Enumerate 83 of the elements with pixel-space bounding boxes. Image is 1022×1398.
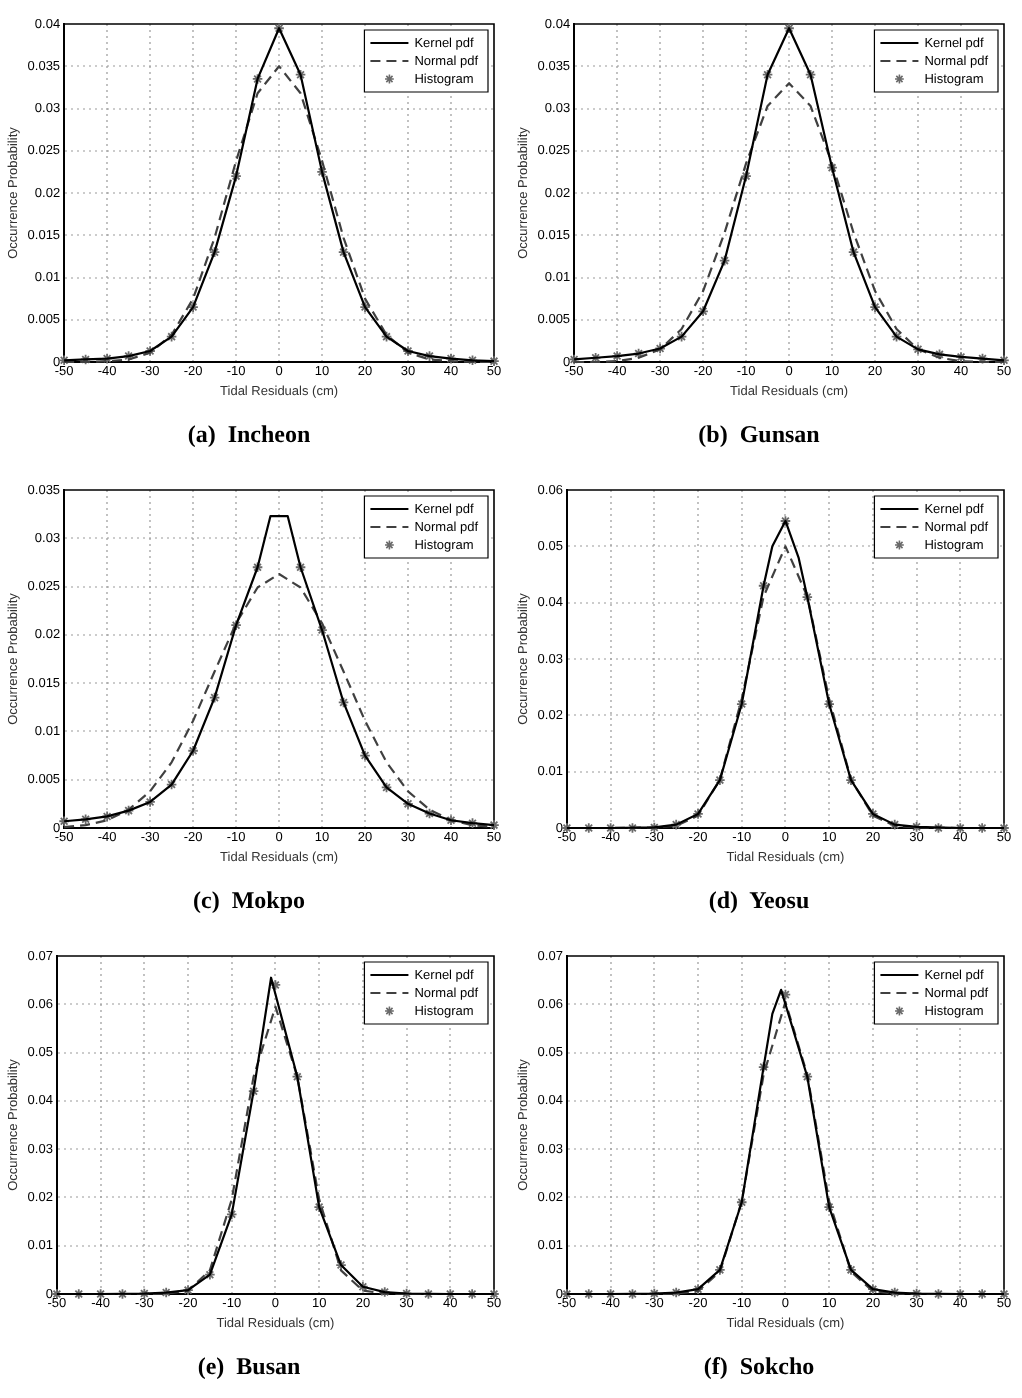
- point: [122, 350, 135, 362]
- point: [889, 818, 901, 831]
- point: [692, 1283, 704, 1295]
- point: [867, 1283, 879, 1295]
- point: [359, 301, 371, 313]
- point: [402, 345, 414, 357]
- text: (b) Gunsan: [698, 419, 821, 448]
- point: [247, 1085, 260, 1097]
- point: [335, 1259, 347, 1271]
- point: [316, 166, 328, 178]
- point: [976, 352, 989, 365]
- point: [847, 246, 860, 258]
- point: [251, 561, 264, 573]
- point: [611, 350, 623, 362]
- point: [804, 69, 817, 81]
- point: [294, 561, 307, 573]
- text: (a) Incheon: [187, 419, 311, 448]
- point: [122, 804, 135, 817]
- point: [845, 1264, 857, 1276]
- point: [697, 305, 709, 317]
- point: [757, 1061, 770, 1073]
- point: [867, 808, 879, 820]
- point: [714, 1264, 726, 1276]
- point: [251, 73, 264, 85]
- point: [423, 350, 436, 362]
- point: [801, 1071, 814, 1083]
- point: [955, 351, 967, 363]
- text: (e) Busan: [197, 1351, 301, 1380]
- point: [291, 1071, 304, 1083]
- point: [165, 330, 178, 343]
- point: [632, 347, 645, 360]
- text: (d) Yeosu: [708, 885, 810, 914]
- point: [402, 798, 414, 810]
- point: [801, 591, 814, 603]
- point: [488, 819, 500, 831]
- point: [740, 170, 752, 182]
- point: [445, 352, 457, 365]
- point: [58, 815, 70, 827]
- point: [761, 69, 774, 81]
- text: (c) Mokpo: [193, 885, 305, 914]
- point: [380, 781, 393, 794]
- point: [869, 301, 881, 313]
- point: [736, 698, 748, 710]
- point: [445, 814, 457, 826]
- text: (f) Sokcho: [703, 1351, 815, 1380]
- point: [165, 778, 178, 791]
- point: [226, 1208, 238, 1221]
- point: [359, 749, 371, 762]
- point: [714, 774, 726, 786]
- point: [316, 624, 328, 636]
- point: [187, 745, 199, 757]
- point: [670, 818, 682, 831]
- point: [423, 807, 436, 820]
- point: [675, 330, 688, 343]
- point: [337, 246, 350, 258]
- point: [845, 774, 857, 786]
- point: [230, 619, 242, 631]
- point: [779, 515, 792, 527]
- point: [654, 342, 666, 355]
- point: [357, 1281, 369, 1293]
- point: [692, 808, 704, 820]
- point: [380, 330, 393, 343]
- point: [912, 343, 924, 356]
- point: [101, 810, 113, 823]
- point: [736, 1196, 748, 1208]
- point: [783, 22, 795, 34]
- point: [144, 796, 156, 808]
- point: [933, 348, 946, 361]
- point: [230, 170, 242, 182]
- point: [144, 345, 156, 357]
- point: [379, 1286, 391, 1298]
- point: [273, 22, 285, 34]
- point: [182, 1284, 194, 1296]
- point: [718, 254, 731, 267]
- point: [889, 1286, 901, 1299]
- point: [779, 988, 792, 1001]
- point: [313, 1201, 325, 1213]
- point: [208, 246, 221, 258]
- point: [208, 691, 221, 704]
- point: [101, 352, 113, 365]
- point: [890, 330, 903, 343]
- point: [337, 696, 350, 709]
- point: [294, 69, 307, 81]
